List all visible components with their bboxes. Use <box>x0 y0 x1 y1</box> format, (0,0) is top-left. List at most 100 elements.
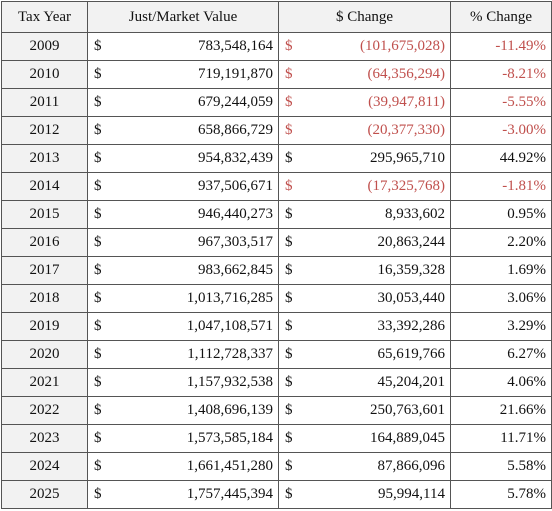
currency-symbol: $ <box>285 178 293 194</box>
year-cell: 2015 <box>1 200 88 229</box>
percent-change: 21.66% <box>450 396 552 425</box>
value-cell: $954,832,439 <box>87 144 279 173</box>
money: $ (39,947,811) <box>279 94 450 111</box>
year-cell: 2021 <box>1 368 88 397</box>
dollar-change: (20,377,330) <box>367 122 446 138</box>
value-cell: $1,112,728,337 <box>87 340 279 369</box>
money: $65,619,766 <box>279 346 450 363</box>
table-row: 2022 $1,408,696,139 $250,763,601 21.66% <box>1 396 552 425</box>
header-cell: Tax Year <box>1 1 88 33</box>
dollar-change: 164,889,045 <box>370 430 445 446</box>
year-cell: 2022 <box>1 396 88 425</box>
value-cell: $783,548,164 <box>87 32 279 61</box>
money: $954,832,439 <box>88 150 278 167</box>
dollar-change: (39,947,811) <box>368 94 445 110</box>
market-value: 1,112,728,337 <box>187 346 273 362</box>
currency-symbol: $ <box>94 66 102 82</box>
table-row: 2015 $946,440,273 $8,933,602 0.95% <box>1 200 552 229</box>
value-cell: $679,244,059 <box>87 88 279 117</box>
market-value: 1,013,716,285 <box>186 290 273 306</box>
year-cell: 2013 <box>1 144 88 173</box>
table-row: 2009 $783,548,164 $ (101,675,028) -11.49% <box>1 32 552 61</box>
change-cell: $ (17,325,768) <box>278 172 451 201</box>
currency-symbol: $ <box>94 486 102 502</box>
year-cell: 2012 <box>1 116 88 145</box>
money: $33,392,286 <box>279 318 450 335</box>
money: $250,763,601 <box>279 402 450 419</box>
money: $1,157,932,538 <box>88 374 278 391</box>
currency-symbol: $ <box>285 94 293 110</box>
market-value: 679,244,059 <box>198 94 273 110</box>
money: $16,359,328 <box>279 262 450 279</box>
dollar-change: 16,359,328 <box>377 262 446 278</box>
money: $1,408,696,139 <box>88 402 278 419</box>
market-value: 967,303,517 <box>198 234 273 250</box>
table-row: 2011 $679,244,059 $ (39,947,811) -5.55% <box>1 88 552 117</box>
market-value: 954,832,439 <box>198 150 273 166</box>
year-cell: 2020 <box>1 340 88 369</box>
money: $87,866,096 <box>279 458 450 475</box>
dollar-change: 250,763,601 <box>370 402 445 418</box>
value-cell: $1,408,696,139 <box>87 396 279 425</box>
currency-symbol: $ <box>285 346 293 362</box>
value-cell: $946,440,273 <box>87 200 279 229</box>
year-cell: 2016 <box>1 228 88 257</box>
change-cell: $30,053,440 <box>278 284 451 313</box>
currency-symbol: $ <box>285 486 293 502</box>
market-value: 719,191,870 <box>198 66 273 82</box>
money: $1,013,716,285 <box>88 290 278 307</box>
change-cell: $45,204,201 <box>278 368 451 397</box>
percent-change: 5.78% <box>450 480 552 509</box>
money: $95,994,114 <box>279 486 450 503</box>
percent-change: 3.06% <box>450 284 552 313</box>
market-value: 1,047,108,571 <box>186 318 273 334</box>
table-body: 2009 $783,548,164 $ (101,675,028) -11.49% 201… <box>1 32 552 509</box>
change-cell: $95,994,114 <box>278 480 451 509</box>
year-cell: 2017 <box>1 256 88 285</box>
currency-symbol: $ <box>285 234 293 250</box>
money: $783,548,164 <box>88 38 278 55</box>
change-cell: $87,866,096 <box>278 452 451 481</box>
currency-symbol: $ <box>94 122 102 138</box>
currency-symbol: $ <box>94 374 102 390</box>
percent-change: 11.71% <box>450 424 552 453</box>
percent-change: -1.81% <box>450 172 552 201</box>
year-cell: 2024 <box>1 452 88 481</box>
currency-symbol: $ <box>94 150 102 166</box>
money: $658,866,729 <box>88 122 278 139</box>
market-value: 1,661,451,280 <box>186 458 273 474</box>
money: $937,506,671 <box>88 178 278 195</box>
percent-change: -8.21% <box>450 60 552 89</box>
percent-change: 1.69% <box>450 256 552 285</box>
market-value: 1,157,932,538 <box>186 374 273 390</box>
value-cell: $1,013,716,285 <box>87 284 279 313</box>
table-row: 2016 $967,303,517 $20,863,244 2.20% <box>1 228 552 257</box>
year-cell: 2009 <box>1 32 88 61</box>
change-cell: $ (64,356,294) <box>278 60 451 89</box>
currency-symbol: $ <box>285 374 293 390</box>
value-cell: $1,757,445,394 <box>87 480 279 509</box>
header-cell: % Change <box>450 1 552 33</box>
change-cell: $ (20,377,330) <box>278 116 451 145</box>
currency-symbol: $ <box>285 206 293 222</box>
header-cell: Just/Market Value <box>87 1 279 33</box>
currency-symbol: $ <box>94 318 102 334</box>
market-value: 1,408,696,139 <box>186 402 273 418</box>
currency-symbol: $ <box>94 262 102 278</box>
market-value: 983,662,845 <box>198 262 273 278</box>
year-cell: 2011 <box>1 88 88 117</box>
money: $946,440,273 <box>88 206 278 223</box>
dollar-change: 95,994,114 <box>378 486 445 502</box>
dollar-change: 20,863,244 <box>377 234 446 250</box>
table-row: 2025 $1,757,445,394 $95,994,114 5.78% <box>1 480 552 509</box>
header-row: Tax Year Just/Market Value $ Change% Chang… <box>1 1 552 33</box>
money: $ (20,377,330) <box>279 122 450 139</box>
money: $ (17,325,768) <box>279 178 450 195</box>
dollar-change: 65,619,766 <box>377 346 446 362</box>
money: $719,191,870 <box>88 66 278 83</box>
money: $1,112,728,337 <box>88 346 278 363</box>
year-cell: 2014 <box>1 172 88 201</box>
year-cell: 2010 <box>1 60 88 89</box>
